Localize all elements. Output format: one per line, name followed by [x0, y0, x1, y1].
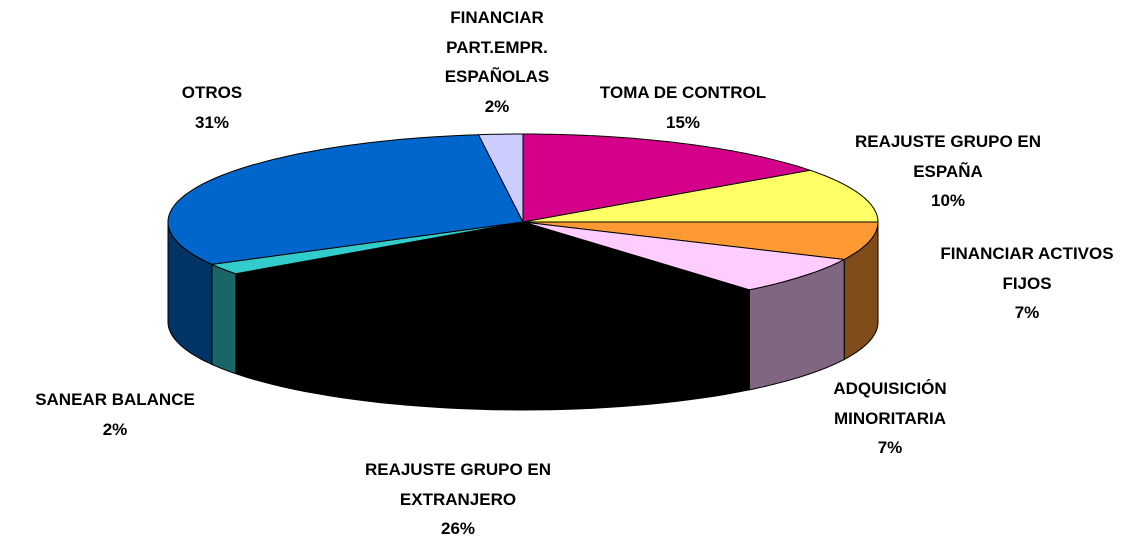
value-label: 7% [1014, 303, 1040, 322]
slice [167, 134, 524, 265]
slice-label: REAJUSTE GRUPO EN EXTRANJERO 26% [308, 455, 608, 539]
slice [522, 221, 846, 291]
value-label: 31% [194, 112, 230, 132]
category-name: REAJUSTE GRUPO EN EXTRANJERO [364, 460, 552, 509]
slice-label: TOMA DE CONTROL 15% [533, 78, 833, 137]
value-label: 26% [440, 519, 476, 538]
value-label: 15% [665, 112, 701, 132]
slice [522, 221, 879, 261]
slice [235, 221, 750, 311]
category-name: OTROS [181, 83, 243, 102]
category-name: TOMA DE CONTROL [599, 83, 767, 102]
slice [210, 221, 524, 275]
slice-label: REAJUSTE GRUPO EN ESPAÑA 10% [798, 127, 1098, 216]
slice-label: SANEAR BALANCE 2% [0, 385, 265, 444]
slice [522, 169, 879, 223]
value-label: 10% [930, 191, 966, 210]
value-label: 2% [484, 96, 510, 116]
slice-label: FINANCIAR ACTIVOS FIJOS 7% [877, 239, 1135, 328]
slice [477, 133, 524, 223]
value-label: 2% [102, 419, 128, 439]
category-name: SANEAR BALANCE [35, 390, 195, 409]
slice-side [211, 263, 237, 375]
category-name: FINANCIAR ACTIVOS FIJOS [940, 244, 1114, 293]
category-name: REAJUSTE GRUPO EN ESPAÑA [854, 132, 1042, 181]
category-name: ADQUISICIÓN MINORITARIA [833, 379, 947, 428]
slice [522, 133, 811, 223]
slice-label: ADQUISICIÓN MINORITARIA 7% [740, 374, 1040, 463]
value-label: 7% [877, 438, 903, 457]
category-name: FINANCIAR PART.EMPR. ESPAÑOLAS [444, 8, 550, 86]
slice-label: FINANCIAR PART.EMPR. ESPAÑOLAS 2% [347, 3, 647, 121]
slice-label: OTROS 31% [62, 78, 362, 137]
